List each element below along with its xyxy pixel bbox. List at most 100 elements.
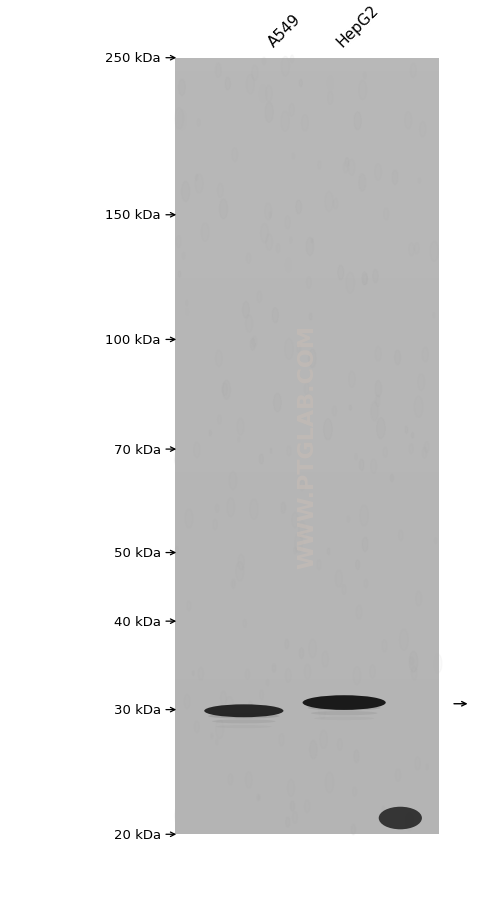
Bar (175, 822, 439, 834)
Ellipse shape (385, 532, 390, 544)
Ellipse shape (392, 170, 398, 185)
Ellipse shape (174, 453, 179, 464)
Ellipse shape (216, 504, 219, 512)
Ellipse shape (362, 538, 368, 552)
Ellipse shape (408, 478, 412, 489)
Ellipse shape (317, 238, 325, 258)
Ellipse shape (295, 534, 302, 553)
Bar (175, 318, 439, 330)
Ellipse shape (306, 778, 310, 787)
Ellipse shape (290, 56, 294, 64)
Ellipse shape (307, 278, 311, 289)
Ellipse shape (409, 651, 418, 672)
Ellipse shape (286, 259, 291, 272)
Ellipse shape (300, 481, 304, 491)
Ellipse shape (297, 345, 300, 353)
Ellipse shape (257, 314, 263, 328)
Ellipse shape (194, 605, 200, 619)
Ellipse shape (342, 158, 350, 179)
Ellipse shape (295, 247, 297, 253)
Ellipse shape (351, 824, 356, 835)
Ellipse shape (415, 244, 419, 254)
Bar (175, 796, 439, 808)
Ellipse shape (315, 716, 319, 725)
Ellipse shape (314, 772, 323, 793)
Ellipse shape (198, 96, 204, 110)
Ellipse shape (195, 175, 203, 194)
Ellipse shape (404, 186, 412, 207)
Ellipse shape (325, 192, 333, 212)
Ellipse shape (327, 77, 333, 91)
Text: 100 kDa: 100 kDa (105, 334, 161, 346)
Ellipse shape (232, 149, 238, 162)
Bar (175, 769, 439, 783)
Ellipse shape (409, 244, 414, 256)
Ellipse shape (250, 500, 258, 520)
Ellipse shape (410, 64, 416, 78)
Bar (175, 446, 439, 459)
Ellipse shape (309, 640, 316, 658)
Bar (175, 692, 439, 705)
Ellipse shape (283, 299, 288, 312)
Ellipse shape (187, 602, 191, 611)
Ellipse shape (259, 455, 264, 465)
Ellipse shape (213, 520, 217, 530)
Ellipse shape (179, 117, 182, 127)
Bar (175, 124, 439, 136)
Ellipse shape (222, 581, 225, 589)
Ellipse shape (208, 390, 214, 405)
Ellipse shape (359, 175, 366, 192)
Ellipse shape (416, 592, 421, 606)
Ellipse shape (430, 242, 438, 262)
Bar (175, 110, 439, 124)
Ellipse shape (346, 650, 349, 657)
Ellipse shape (424, 442, 429, 453)
Ellipse shape (179, 80, 185, 97)
Bar (175, 291, 439, 304)
Ellipse shape (363, 73, 366, 79)
Ellipse shape (354, 750, 359, 763)
Ellipse shape (360, 460, 364, 471)
Ellipse shape (216, 720, 224, 739)
Ellipse shape (233, 169, 237, 179)
Bar (175, 640, 439, 653)
Ellipse shape (325, 772, 334, 793)
Bar (175, 343, 439, 356)
Ellipse shape (332, 604, 334, 610)
Bar (175, 240, 439, 253)
Ellipse shape (194, 722, 199, 732)
Ellipse shape (285, 640, 289, 649)
Ellipse shape (292, 513, 298, 528)
Ellipse shape (260, 691, 264, 700)
Bar (175, 602, 439, 614)
Ellipse shape (237, 419, 244, 436)
Ellipse shape (202, 224, 209, 242)
Ellipse shape (192, 671, 194, 676)
Text: 70 kDa: 70 kDa (114, 443, 161, 456)
Ellipse shape (286, 817, 290, 827)
Ellipse shape (245, 772, 252, 788)
Ellipse shape (304, 383, 309, 395)
Ellipse shape (383, 447, 387, 457)
Bar (175, 59, 439, 71)
Ellipse shape (258, 75, 263, 86)
Ellipse shape (274, 290, 279, 302)
Ellipse shape (416, 361, 424, 380)
Ellipse shape (353, 787, 357, 796)
Ellipse shape (366, 630, 374, 649)
Ellipse shape (289, 105, 294, 117)
Ellipse shape (279, 734, 284, 746)
Ellipse shape (327, 548, 330, 555)
Ellipse shape (266, 680, 269, 686)
Ellipse shape (370, 665, 375, 678)
Bar (175, 188, 439, 201)
Bar (175, 253, 439, 265)
Ellipse shape (252, 336, 257, 347)
Ellipse shape (343, 162, 348, 174)
Ellipse shape (310, 741, 317, 759)
Ellipse shape (390, 474, 394, 482)
Text: 150 kDa: 150 kDa (105, 209, 161, 222)
Bar (175, 614, 439, 628)
Ellipse shape (246, 316, 252, 333)
Ellipse shape (281, 502, 286, 513)
